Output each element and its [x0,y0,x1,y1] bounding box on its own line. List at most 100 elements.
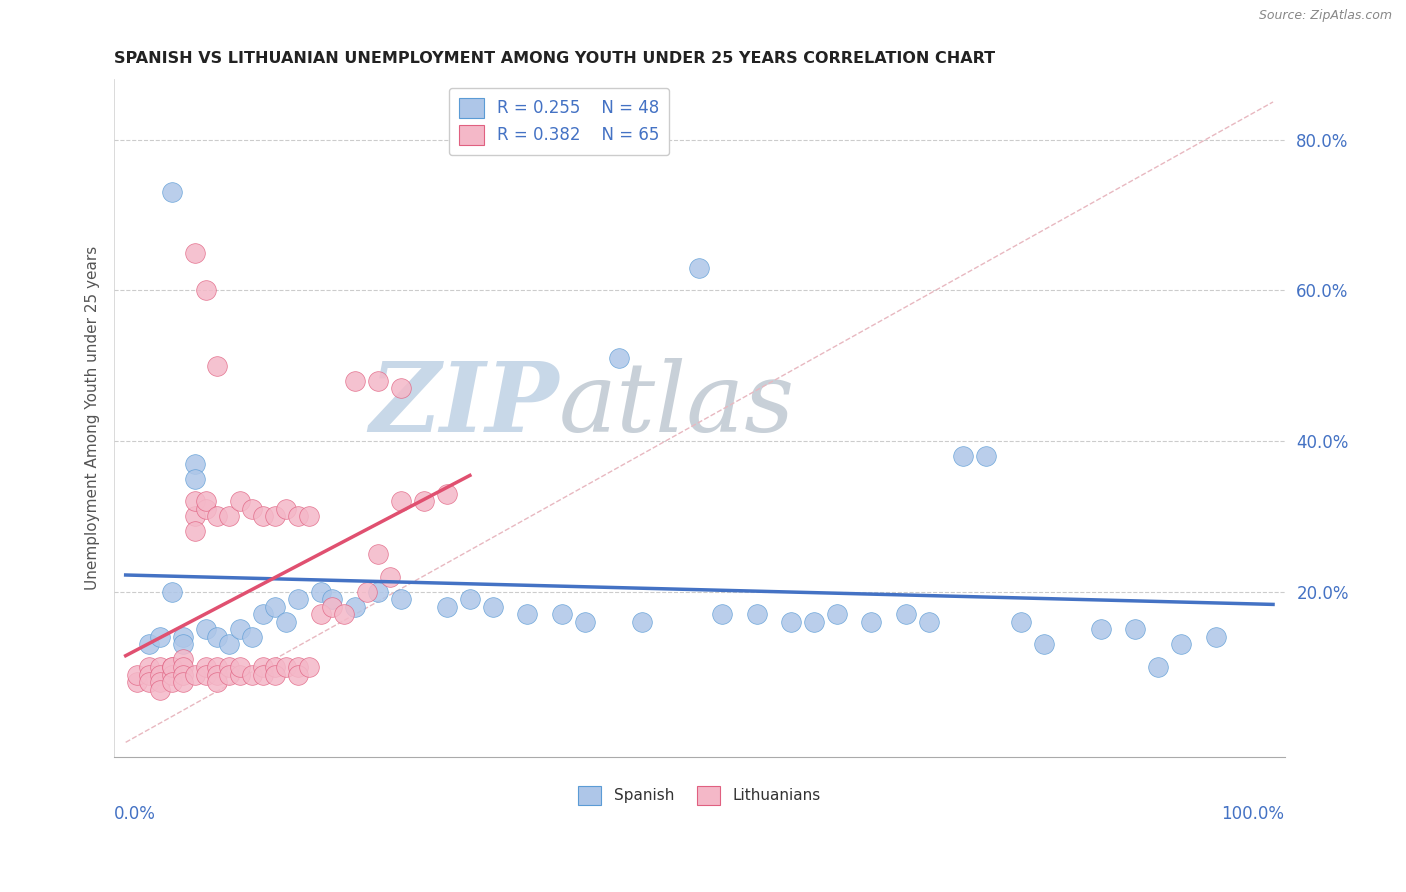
Point [389,381,412,395]
Point [240,501,263,516]
Point [138,660,160,674]
Point [276,660,298,674]
Point [240,667,263,681]
Point [229,660,252,674]
Point [263,599,285,614]
Point [711,607,734,622]
Point [309,584,332,599]
Point [172,667,194,681]
Point [138,637,160,651]
Point [183,457,205,471]
Point [172,652,194,666]
Point [263,660,285,674]
Point [195,623,218,637]
Point [378,569,401,583]
Point [183,524,205,539]
Point [149,630,172,644]
Point [218,637,240,651]
Point [218,509,240,524]
Point [218,660,240,674]
Point [631,615,654,629]
Point [688,260,710,275]
Point [183,509,205,524]
Y-axis label: Unemployment Among Youth under 25 years: Unemployment Among Youth under 25 years [86,246,100,591]
Point [482,599,505,614]
Point [149,667,172,681]
Point [321,599,343,614]
Point [172,675,194,690]
Point [183,667,205,681]
Point [574,615,596,629]
Point [127,675,149,690]
Point [894,607,917,622]
Point [356,584,378,599]
Point [160,675,183,690]
Point [263,509,285,524]
Point [252,660,274,674]
Point [149,682,172,697]
Point [149,660,172,674]
Point [436,599,458,614]
Point [207,660,229,674]
Point [183,472,205,486]
Point [780,615,803,629]
Text: SPANISH VS LITHUANIAN UNEMPLOYMENT AMONG YOUTH UNDER 25 YEARS CORRELATION CHART: SPANISH VS LITHUANIAN UNEMPLOYMENT AMONG… [114,51,995,66]
Point [172,630,194,644]
Point [287,667,309,681]
Legend: Spanish, Lithuanians: Spanish, Lithuanians [572,780,827,811]
Point [207,359,229,373]
Point [160,660,183,674]
Point [952,449,974,463]
Point [138,667,160,681]
Point [252,509,274,524]
Point [195,501,218,516]
Point [825,607,848,622]
Point [172,637,194,651]
Point [207,675,229,690]
Point [1170,637,1192,651]
Point [309,607,332,622]
Point [1010,615,1032,629]
Point [183,494,205,508]
Point [1147,660,1170,674]
Point [240,630,263,644]
Text: ZIP: ZIP [370,358,560,452]
Point [745,607,768,622]
Point [127,667,149,681]
Point [287,660,309,674]
Point [160,660,183,674]
Point [1205,630,1227,644]
Point [195,494,218,508]
Point [160,186,183,200]
Point [195,667,218,681]
Point [1090,623,1112,637]
Point [252,607,274,622]
Point [195,660,218,674]
Point [276,501,298,516]
Point [367,374,389,388]
Point [1032,637,1054,651]
Point [252,667,274,681]
Point [344,599,367,614]
Point [207,667,229,681]
Point [1125,623,1147,637]
Point [516,607,538,622]
Point [367,547,389,561]
Text: Source: ZipAtlas.com: Source: ZipAtlas.com [1258,9,1392,22]
Point [413,494,436,508]
Text: 100.0%: 100.0% [1222,805,1285,822]
Text: 0.0%: 0.0% [114,805,156,822]
Point [229,623,252,637]
Point [229,667,252,681]
Point [298,660,321,674]
Point [918,615,941,629]
Point [160,667,183,681]
Point [263,667,285,681]
Point [138,675,160,690]
Point [458,592,481,607]
Point [607,351,630,365]
Point [321,592,343,607]
Point [172,660,194,674]
Point [218,667,240,681]
Point [183,245,205,260]
